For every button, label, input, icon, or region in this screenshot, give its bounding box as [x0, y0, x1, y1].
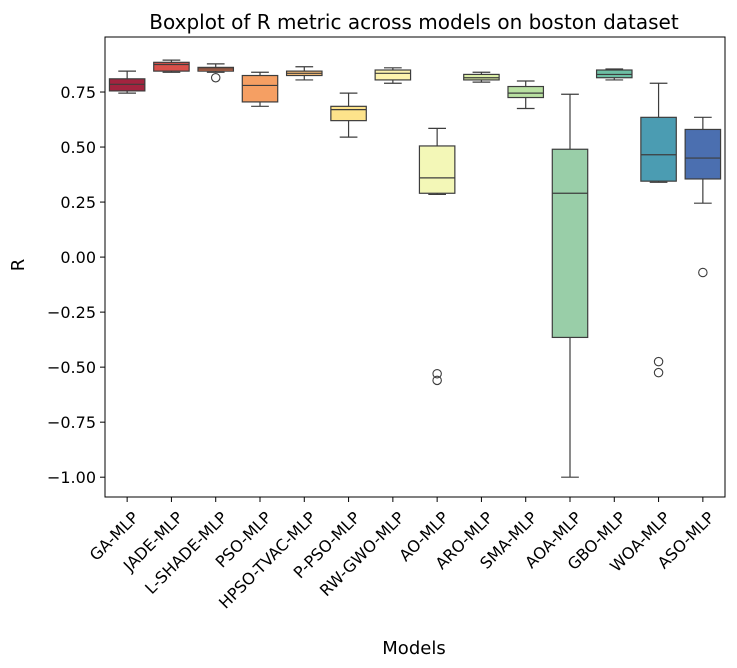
- x-axis-label: Models: [382, 638, 445, 659]
- box-p-pso-mlp: [330, 92, 367, 138]
- box-jade-mlp: [153, 59, 190, 73]
- iqr-box: [330, 105, 367, 122]
- iqr-box: [374, 69, 412, 81]
- y-tick-label: 0.25: [60, 193, 96, 212]
- box-ga-mlp: [108, 70, 146, 94]
- box-rw-gwo-mlp: [374, 67, 412, 84]
- outlier-point: [698, 267, 708, 278]
- outlier-point: [653, 356, 664, 367]
- iqr-box: [640, 116, 677, 182]
- box-ao-mlp: [418, 127, 456, 386]
- outlier-point: [653, 367, 664, 378]
- y-tick-label: −0.75: [47, 413, 96, 432]
- y-tick-label: 0.50: [60, 138, 96, 157]
- iqr-box: [418, 145, 456, 194]
- box-sma-mlp: [507, 80, 545, 110]
- box-woa-mlp: [640, 82, 677, 378]
- x-axis: GA-MLPJADE-MLPL-SHADE-MLPPSO-MLPHPSO-TVA…: [86, 497, 718, 612]
- y-tick-label: −1.00: [47, 468, 96, 487]
- y-tick-label: −0.25: [47, 303, 96, 322]
- chart-title: Boxplot of R metric across models on bos…: [149, 10, 679, 34]
- y-axis: −1.00 −0.75 −0.50 −0.25 0.00 0.25 0.50 0.75: [47, 83, 105, 487]
- iqr-box: [551, 148, 589, 339]
- y-tick-label: 0.00: [60, 248, 96, 267]
- y-tick-label: 0.75: [60, 83, 96, 102]
- box-aso-mlp: [684, 116, 722, 278]
- iqr-box: [684, 128, 722, 180]
- box-pso-mlp: [241, 71, 279, 107]
- y-tick-label: −0.50: [47, 358, 96, 377]
- iqr-box: [241, 74, 279, 103]
- plot-frame: [104, 36, 726, 498]
- box-l-shade-mlp: [197, 63, 235, 83]
- outlier-point: [432, 375, 442, 386]
- iqr-box: [507, 85, 545, 99]
- outlier-point: [432, 368, 442, 379]
- plot-area: [108, 59, 722, 478]
- box-aoa-mlp: [551, 93, 589, 478]
- outlier-point: [210, 72, 221, 83]
- box-hpso-tvac-mlp: [285, 66, 323, 81]
- box-gbo-mlp: [595, 68, 633, 81]
- iqr-box: [153, 61, 190, 72]
- y-axis-label: R: [8, 259, 29, 272]
- box-aro-mlp: [463, 71, 500, 83]
